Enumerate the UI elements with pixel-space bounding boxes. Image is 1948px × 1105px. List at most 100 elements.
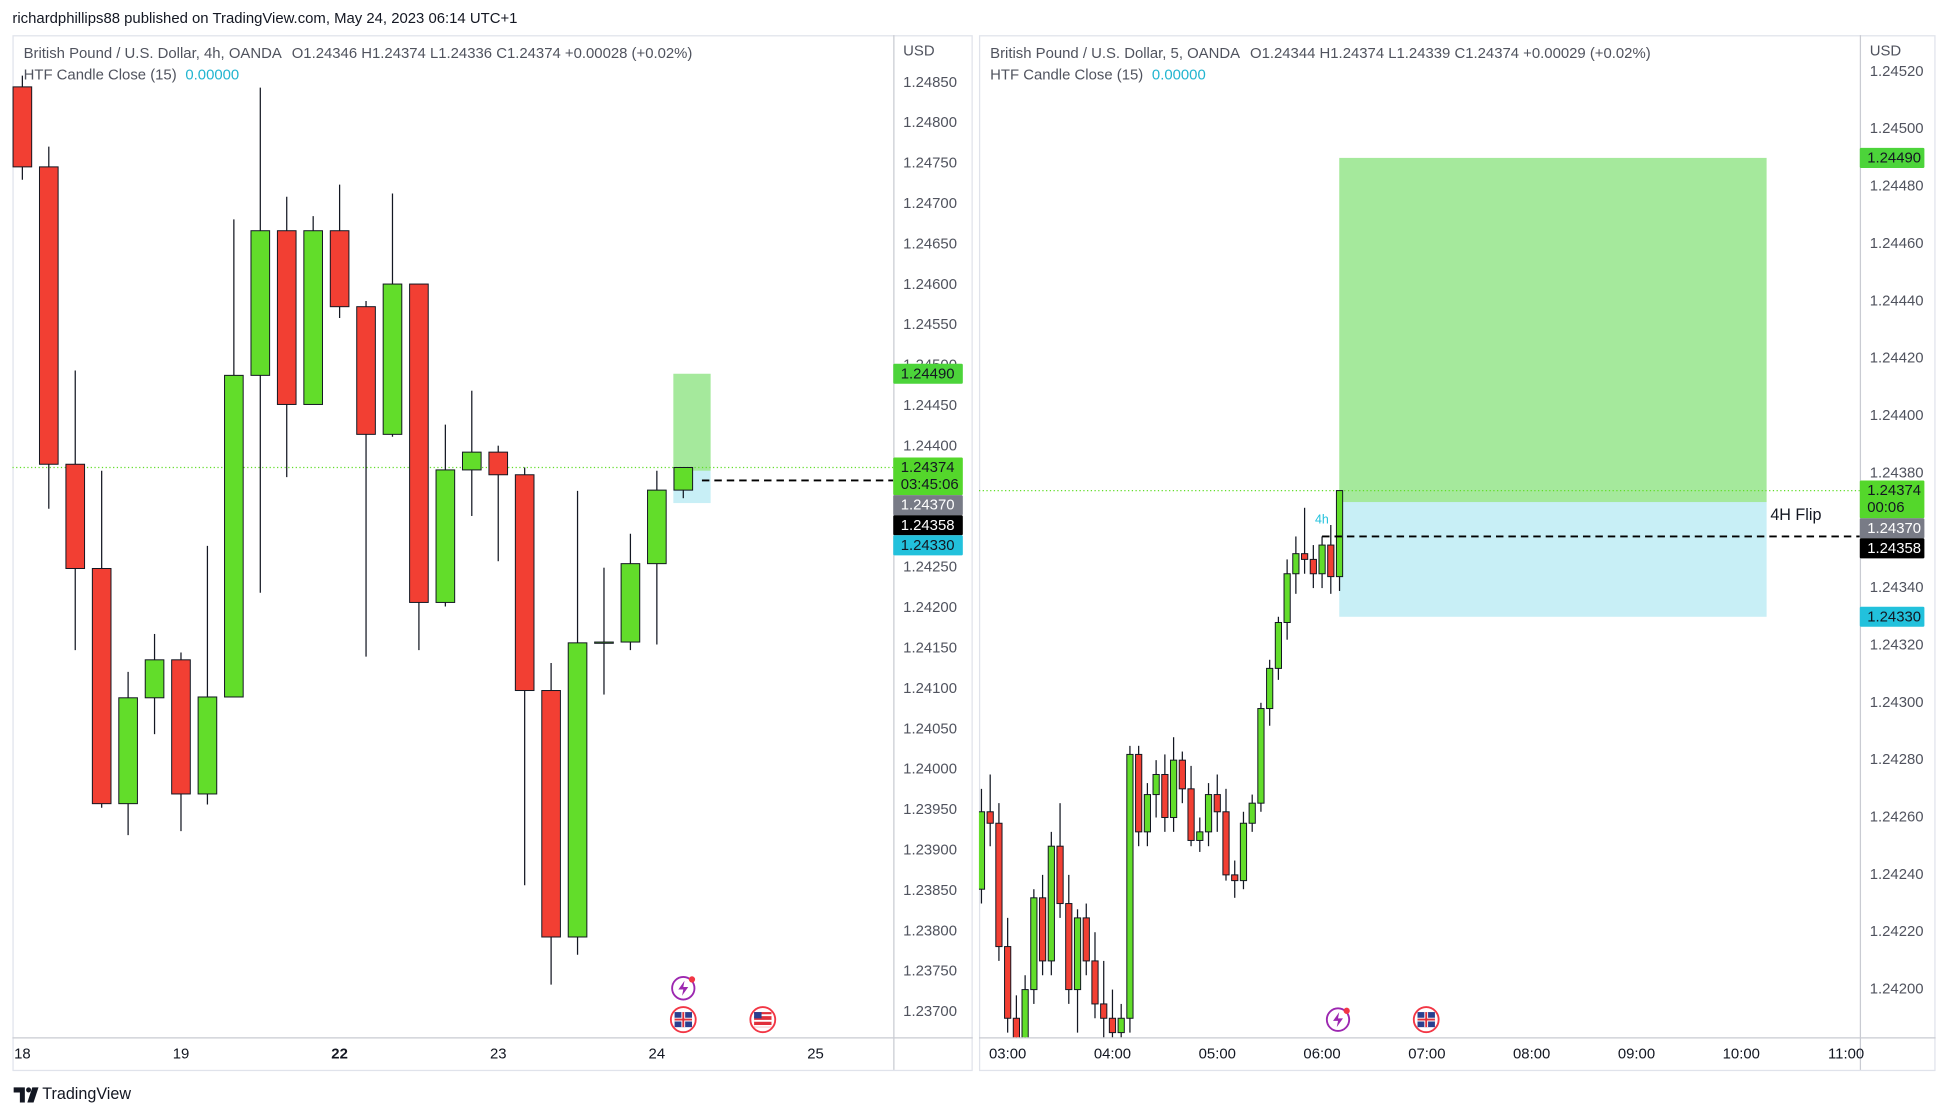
candle-body <box>382 283 403 435</box>
candle-body <box>488 451 509 476</box>
y-tick-label: 1.24850 <box>903 74 957 91</box>
candle-body <box>1283 573 1291 624</box>
candle-body <box>1152 773 1160 796</box>
candle-body <box>567 642 588 938</box>
y-tick-label: 1.24750 <box>903 155 957 172</box>
x-tick-label: 10:00 <box>1723 1046 1760 1063</box>
candle-body <box>144 659 165 699</box>
candle-body <box>12 86 33 168</box>
y-tick-label: 1.24400 <box>903 437 957 454</box>
y-tick-label: 1.24100 <box>903 680 957 697</box>
candle-body <box>1021 989 1029 1038</box>
y-tick-label: 1.24050 <box>903 720 957 737</box>
chart-pane: 1.23700 1.23750 1.23800 1.23850 1.23900 1.239… <box>12 42 963 1063</box>
indicator-name: HTF Candle Close (15) <box>24 66 177 83</box>
target-zone <box>1339 157 1767 503</box>
y-tick-label: 1.23700 <box>903 1003 957 1020</box>
legend-ohlc: O1.24344 H1.24374 L1.24339 C1.24374 +0.0… <box>1250 45 1651 62</box>
indicator-value: 0.00000 <box>185 66 239 83</box>
price-badge <box>1859 518 1925 539</box>
event-icons[interactable] <box>669 975 1440 1034</box>
candle-body <box>541 690 561 938</box>
price-badge <box>893 457 963 496</box>
x-tick-label: 03:00 <box>989 1046 1026 1063</box>
plot-area <box>12 75 894 985</box>
price-badge-label: 1.24490 <box>1867 149 1921 166</box>
x-tick-label: 06:00 <box>1303 1046 1340 1063</box>
candle-body <box>65 463 86 570</box>
x-tick-label: 23 <box>490 1046 507 1063</box>
x-tick-label: 05:00 <box>1199 1046 1236 1063</box>
candle-body <box>224 374 244 698</box>
countdown-label: 03:45:06 <box>901 476 959 493</box>
event-icon-bolt <box>678 980 689 996</box>
candle-body <box>995 822 1003 948</box>
chart-pane: 1.24200 1.24220 1.24240 1.24260 1.24280 1.243… <box>978 42 1925 1063</box>
price-badge <box>1859 480 1925 519</box>
candle-body <box>1327 544 1335 578</box>
x-tick-label: 04:00 <box>1094 1046 1131 1063</box>
y-tick-label: 1.24300 <box>1870 694 1924 711</box>
candle-body <box>1135 753 1143 833</box>
candle-body <box>647 489 667 565</box>
candle-body <box>1309 558 1317 575</box>
candle-body <box>1292 553 1300 575</box>
price-badge <box>893 515 963 536</box>
price-badge-label: 1.24330 <box>1867 608 1921 625</box>
candle-body <box>1143 794 1151 833</box>
y-tick-label: 1.24150 <box>903 639 957 656</box>
price-badge-label: 1.24370 <box>1867 520 1921 537</box>
x-tick-label: 07:00 <box>1408 1046 1445 1063</box>
candle-body <box>1169 759 1178 819</box>
candle-body <box>1047 845 1055 962</box>
price-badge <box>1859 147 1925 168</box>
stop-zone <box>1339 502 1767 617</box>
legend-symbol: British Pound / U.S. Dollar, 4h, OANDA <box>24 45 282 62</box>
candle-body <box>1300 553 1309 560</box>
candle-body <box>1196 831 1204 841</box>
candle-body <box>91 567 112 805</box>
flag-cross <box>1417 1012 1435 1028</box>
candle-body <box>1231 874 1239 882</box>
price-badge <box>1859 538 1925 559</box>
candle-body <box>1126 753 1134 1019</box>
candle-body <box>620 563 641 643</box>
x-tick-label: 25 <box>807 1046 824 1063</box>
y-tick-label: 1.24380 <box>1870 464 1924 481</box>
candle-body <box>1091 960 1099 1005</box>
annotation: 4H Flip <box>1770 506 1821 524</box>
candle-body <box>1012 1017 1020 1038</box>
candle-body <box>1257 708 1265 804</box>
logo-dot <box>26 1087 32 1093</box>
candle-body <box>1274 621 1283 669</box>
footer-logo[interactable]: TradingView <box>13 1085 132 1103</box>
target-zone <box>673 373 711 471</box>
price-badge-label: 1.24374 <box>1867 482 1921 499</box>
y-tick-label: 1.23900 <box>903 841 957 858</box>
candle-body <box>329 230 350 308</box>
y-tick-label: 1.24450 <box>903 397 957 414</box>
y-tick-label: 1.24550 <box>903 316 957 333</box>
y-tick-label: 1.23800 <box>903 922 957 939</box>
candle-body <box>1038 897 1047 962</box>
flag-cross <box>674 1012 692 1028</box>
y-tick-label: 1.24320 <box>1870 636 1924 653</box>
candle-body <box>673 466 694 491</box>
plot-area <box>978 157 1860 1038</box>
footer-brand[interactable]: TradingView <box>42 1085 131 1103</box>
candle-body <box>1073 917 1082 991</box>
price-badge-label: 1.24358 <box>1867 540 1921 557</box>
candle-body <box>1100 1003 1108 1019</box>
y-tick-label: 1.23950 <box>903 801 957 818</box>
y-tick-label: 1.24440 <box>1870 292 1924 309</box>
indicator-value: 0.00000 <box>1152 66 1206 83</box>
x-tick-label: 08:00 <box>1513 1046 1550 1063</box>
candle-body <box>461 451 482 471</box>
y-tick-label: 1.23750 <box>903 963 957 980</box>
candle-body <box>978 811 986 890</box>
y-tick-label: 1.24700 <box>903 195 957 212</box>
price-badge-label: 1.24490 <box>901 365 955 382</box>
candle-body <box>514 474 535 692</box>
candle-body <box>1318 544 1326 575</box>
